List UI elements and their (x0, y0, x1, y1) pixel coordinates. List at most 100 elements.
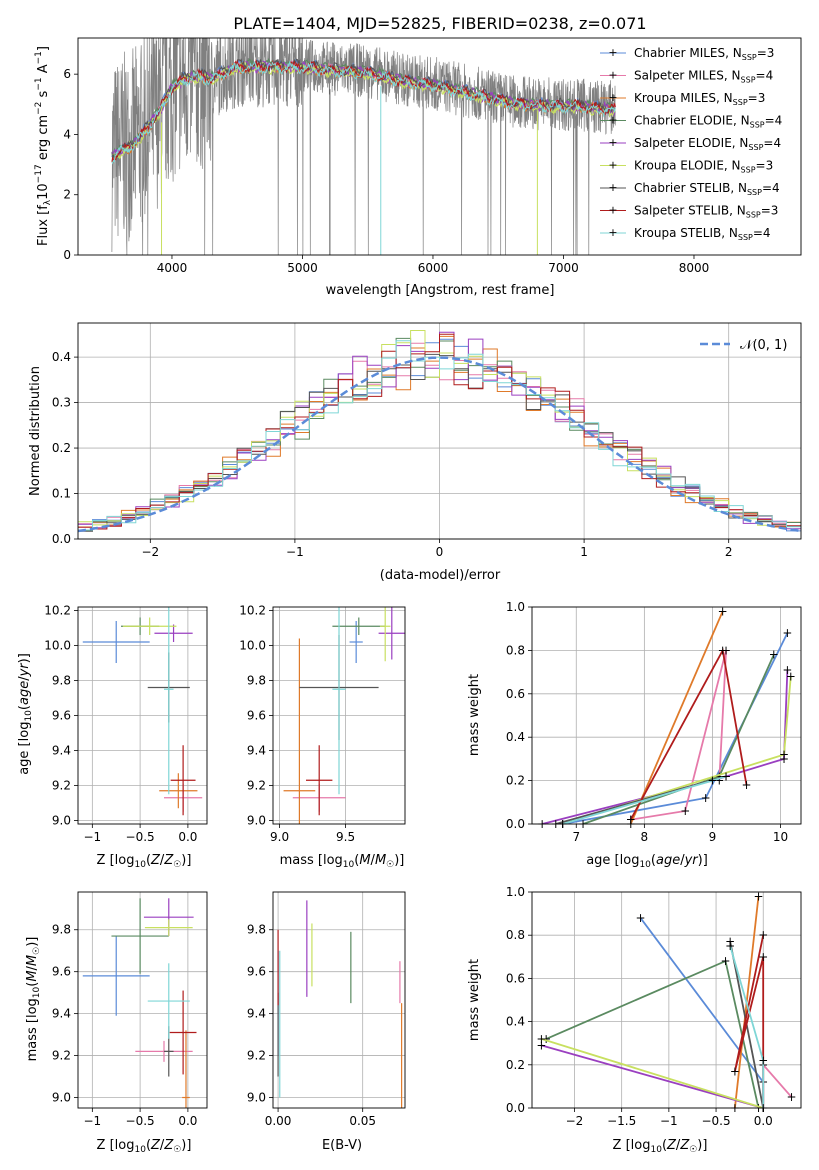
y-tick-label: 0.8 (506, 643, 525, 657)
legend-marker-8: + (608, 226, 617, 239)
y-tick-label: 9.2 (52, 1049, 71, 1063)
mass-z-ylabel: mass [log10(M/M☉)] (25, 937, 42, 1062)
legend-marker-3: + (608, 114, 617, 127)
weight-marker: + (758, 1053, 768, 1067)
y-tick-label: 9.0 (247, 814, 266, 828)
errorbar-7 (306, 745, 333, 816)
y-tick-label: 9.6 (247, 965, 266, 979)
errorbar-0 (82, 936, 150, 1016)
x-tick-label: 2 (725, 545, 733, 559)
weight-series-2 (629, 610, 724, 824)
x-tick-label: 6000 (418, 261, 449, 275)
figure-title: PLATE=1404, MJD=52825, FIBERID=0238, z=0… (233, 14, 646, 33)
weight-marker: + (718, 604, 728, 618)
axes-border (531, 606, 802, 825)
weight-marker: + (725, 935, 735, 949)
weight-marker: + (720, 954, 730, 968)
y-tick-label: 0.2 (506, 1058, 525, 1072)
weight-series-3 (582, 654, 775, 824)
x-tick-label: −0.5 (701, 1114, 730, 1128)
weight-marker: + (725, 939, 735, 953)
weight-series-0 (562, 632, 789, 824)
axes-border (272, 891, 406, 1109)
weight-series-8 (729, 945, 765, 1108)
x-tick-label: −1 (660, 1114, 678, 1128)
legend-marker-6: + (608, 181, 617, 194)
y-tick-label: 6 (63, 67, 71, 81)
axes-border (77, 322, 802, 540)
age-z-xlabel: Z [log10(Z/Z☉)] (97, 853, 192, 870)
histogram-xlabel: (data-model)/error (380, 568, 501, 583)
errorbar-7 (170, 745, 196, 816)
y-tick-label: 0.0 (52, 532, 71, 546)
weight-marker: + (786, 669, 796, 683)
model-spectrum-8 (111, 60, 616, 165)
spectrum-xlabel: wavelength [Angstrom, rest frame] (326, 283, 555, 298)
legend-label-6: Chabrier STELIB, NSSP=4 (634, 181, 780, 197)
weight-marker: + (721, 769, 731, 783)
x-tick-label: 8 (641, 830, 649, 844)
weight-series-7 (629, 647, 748, 821)
legend-marker-7: + (608, 204, 617, 217)
y-tick-label: 9.2 (247, 779, 266, 793)
weight-series-1 (630, 650, 727, 821)
y-tick-label: 1.0 (506, 600, 525, 614)
y-tick-label: 0.6 (506, 971, 525, 985)
y-tick-label: 0.0 (506, 817, 525, 831)
spectrum-ylabel: Flux [fλ10−17 erg cm−2 s−1 A−1] (34, 46, 53, 246)
weight-marker: + (779, 752, 789, 766)
errorbar-2 (182, 1030, 190, 1108)
y-tick-label: 0.4 (52, 350, 71, 364)
weight-marker: + (758, 950, 768, 964)
x-tick-label: −1 (286, 545, 304, 559)
mw-age-ylabel: mass weight (467, 674, 482, 756)
legend-label-4: Salpeter ELODIE, NSSP=4 (634, 136, 781, 152)
weight-marker: + (769, 648, 779, 662)
y-tick-label: 9.8 (52, 674, 71, 688)
x-tick-label: 9.0 (270, 830, 289, 844)
x-tick-label: 0 (436, 545, 444, 559)
legend-marker-4: + (608, 136, 617, 149)
age-vs-mass-panel: 9.0 9.5 9.0 9.2 9.4 9.6 9.8 10.0 10.2 (239, 604, 406, 844)
x-tick-label: 0.0 (178, 1114, 197, 1128)
errorbar-3 (332, 617, 386, 635)
mw-z-xlabel: Z [log10(Z/Z☉)] (613, 1138, 708, 1155)
histogram-ylabel: Normed distribution (28, 366, 43, 496)
axes-border (272, 606, 406, 825)
x-tick-label: 0.0 (754, 1114, 773, 1128)
y-tick-label: 9.4 (247, 744, 266, 758)
y-tick-label: 9.8 (52, 923, 71, 937)
legend-label-1: Salpeter MILES, NSSP=4 (634, 69, 773, 85)
y-tick-label: 9.2 (247, 1049, 266, 1063)
y-tick-label: 0.2 (506, 774, 525, 788)
age-mass-xlabel: mass [log10(M/M☉)] (280, 853, 405, 870)
errorbar-7 (169, 990, 197, 1075)
y-tick-label: 0.8 (506, 928, 525, 942)
y-tick-label: 9.8 (247, 923, 266, 937)
y-tick-label: 0.3 (52, 396, 71, 410)
weight-marker: + (536, 1032, 546, 1046)
mass-weight-vs-age-panel: 7 8 9 100.00.20.40.60.81.0+++++++++++++++++… (506, 600, 802, 844)
x-tick-label: 0.05 (349, 1114, 376, 1128)
legend-label-8: Kroupa STELIB, NSSP=4 (634, 226, 771, 242)
weight-marker: + (779, 748, 789, 762)
x-tick-label: 0.00 (265, 1114, 292, 1128)
y-tick-label: 9.4 (52, 1007, 71, 1021)
weight-marker: + (782, 663, 792, 677)
weight-marker: + (721, 643, 731, 657)
x-tick-label: 4000 (157, 261, 188, 275)
x-tick-label: −1.5 (607, 1114, 636, 1128)
y-tick-label: 1.0 (506, 885, 525, 899)
y-tick-label: 9.6 (52, 709, 71, 723)
x-tick-label: 7000 (548, 261, 579, 275)
mass-ebv-xlabel: E(B-V) (322, 1138, 362, 1153)
histogram-panel: −2 −1 0 1 2 0.0 0.1 0.2 0.3 0.4 (52, 322, 802, 559)
y-tick-label: 2 (63, 188, 71, 202)
mass-z-xlabel: Z [log10(Z/Z☉)] (97, 1138, 192, 1155)
weight-series-4 (541, 669, 789, 824)
y-tick-label: 0.2 (52, 441, 71, 455)
y-tick-label: 9.4 (52, 744, 71, 758)
y-tick-label: 0 (63, 248, 71, 262)
weight-marker: + (714, 769, 724, 783)
